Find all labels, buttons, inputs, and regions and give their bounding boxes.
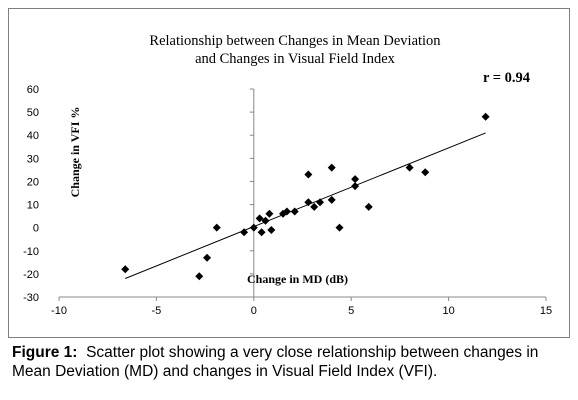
y-tick-label: 60 xyxy=(27,84,39,96)
data-point xyxy=(327,163,336,172)
data-point xyxy=(195,272,204,281)
x-tick-label: 10 xyxy=(442,305,454,317)
y-tick-label: 40 xyxy=(27,130,39,142)
y-tick-label: 50 xyxy=(27,107,39,119)
data-point xyxy=(351,175,360,184)
axes: -30 -20 -10 0 10 20 30 40 50 60 -10 -5 0 5 10 15 xyxy=(23,84,552,317)
data-point xyxy=(261,216,270,225)
x-tick-label: 0 xyxy=(251,305,257,317)
x-axis-label: Change in MD (dB) xyxy=(247,272,348,286)
chart-title-line-1: Relationship between Changes in Mean Dev… xyxy=(149,33,441,49)
data-point xyxy=(310,202,319,211)
data-point xyxy=(249,223,258,232)
data-point xyxy=(290,207,299,216)
figure-caption: Figure 1: Scatter plot showing a very cl… xyxy=(12,343,568,381)
data-point xyxy=(240,228,249,237)
scatter-chart: -30 -20 -10 0 10 20 30 40 50 60 -10 -5 0 5 10 15 Relati… xyxy=(23,33,552,317)
data-point xyxy=(335,223,344,232)
data-point xyxy=(364,202,373,211)
y-axis-label: Change in VFI % xyxy=(68,107,82,198)
y-tick-label: 20 xyxy=(27,176,39,188)
y-tick-label: -20 xyxy=(23,269,39,281)
y-tick-label: 10 xyxy=(27,200,39,212)
data-point xyxy=(405,163,414,172)
data-point xyxy=(304,170,313,179)
y-tick-label: -10 xyxy=(23,246,39,258)
data-point xyxy=(351,182,360,191)
data-point xyxy=(267,225,276,234)
chart-title-line-2: and Changes in Visual Field Index xyxy=(195,51,396,67)
y-tick-label: 30 xyxy=(27,153,39,165)
data-point xyxy=(304,198,313,207)
y-tick-label: 0 xyxy=(33,223,39,235)
trendline-group xyxy=(125,132,486,279)
x-tick-label: 5 xyxy=(348,305,354,317)
data-point xyxy=(265,209,274,218)
x-tick-label: 15 xyxy=(540,305,552,317)
data-point xyxy=(282,207,291,216)
data-point xyxy=(421,168,430,177)
data-point xyxy=(327,195,336,204)
y-tick-label: -30 xyxy=(23,292,39,304)
data-point xyxy=(481,112,490,121)
chart-frame: -30 -20 -10 0 10 20 30 40 50 60 -10 -5 0 5 10 15 Relati… xyxy=(8,8,570,338)
x-tick-label: -5 xyxy=(152,305,162,317)
data-point xyxy=(212,223,221,232)
data-point xyxy=(203,253,212,262)
caption-label: Figure 1: xyxy=(12,344,78,361)
correlation-annotation: r = 0.94 xyxy=(483,70,530,86)
data-point xyxy=(257,228,266,237)
data-points xyxy=(121,112,490,281)
caption-text: Scatter plot showing a very close relati… xyxy=(12,344,539,380)
data-point xyxy=(316,198,325,207)
trendline xyxy=(125,132,486,279)
x-tick-label: -10 xyxy=(51,305,67,317)
data-point xyxy=(121,265,130,274)
